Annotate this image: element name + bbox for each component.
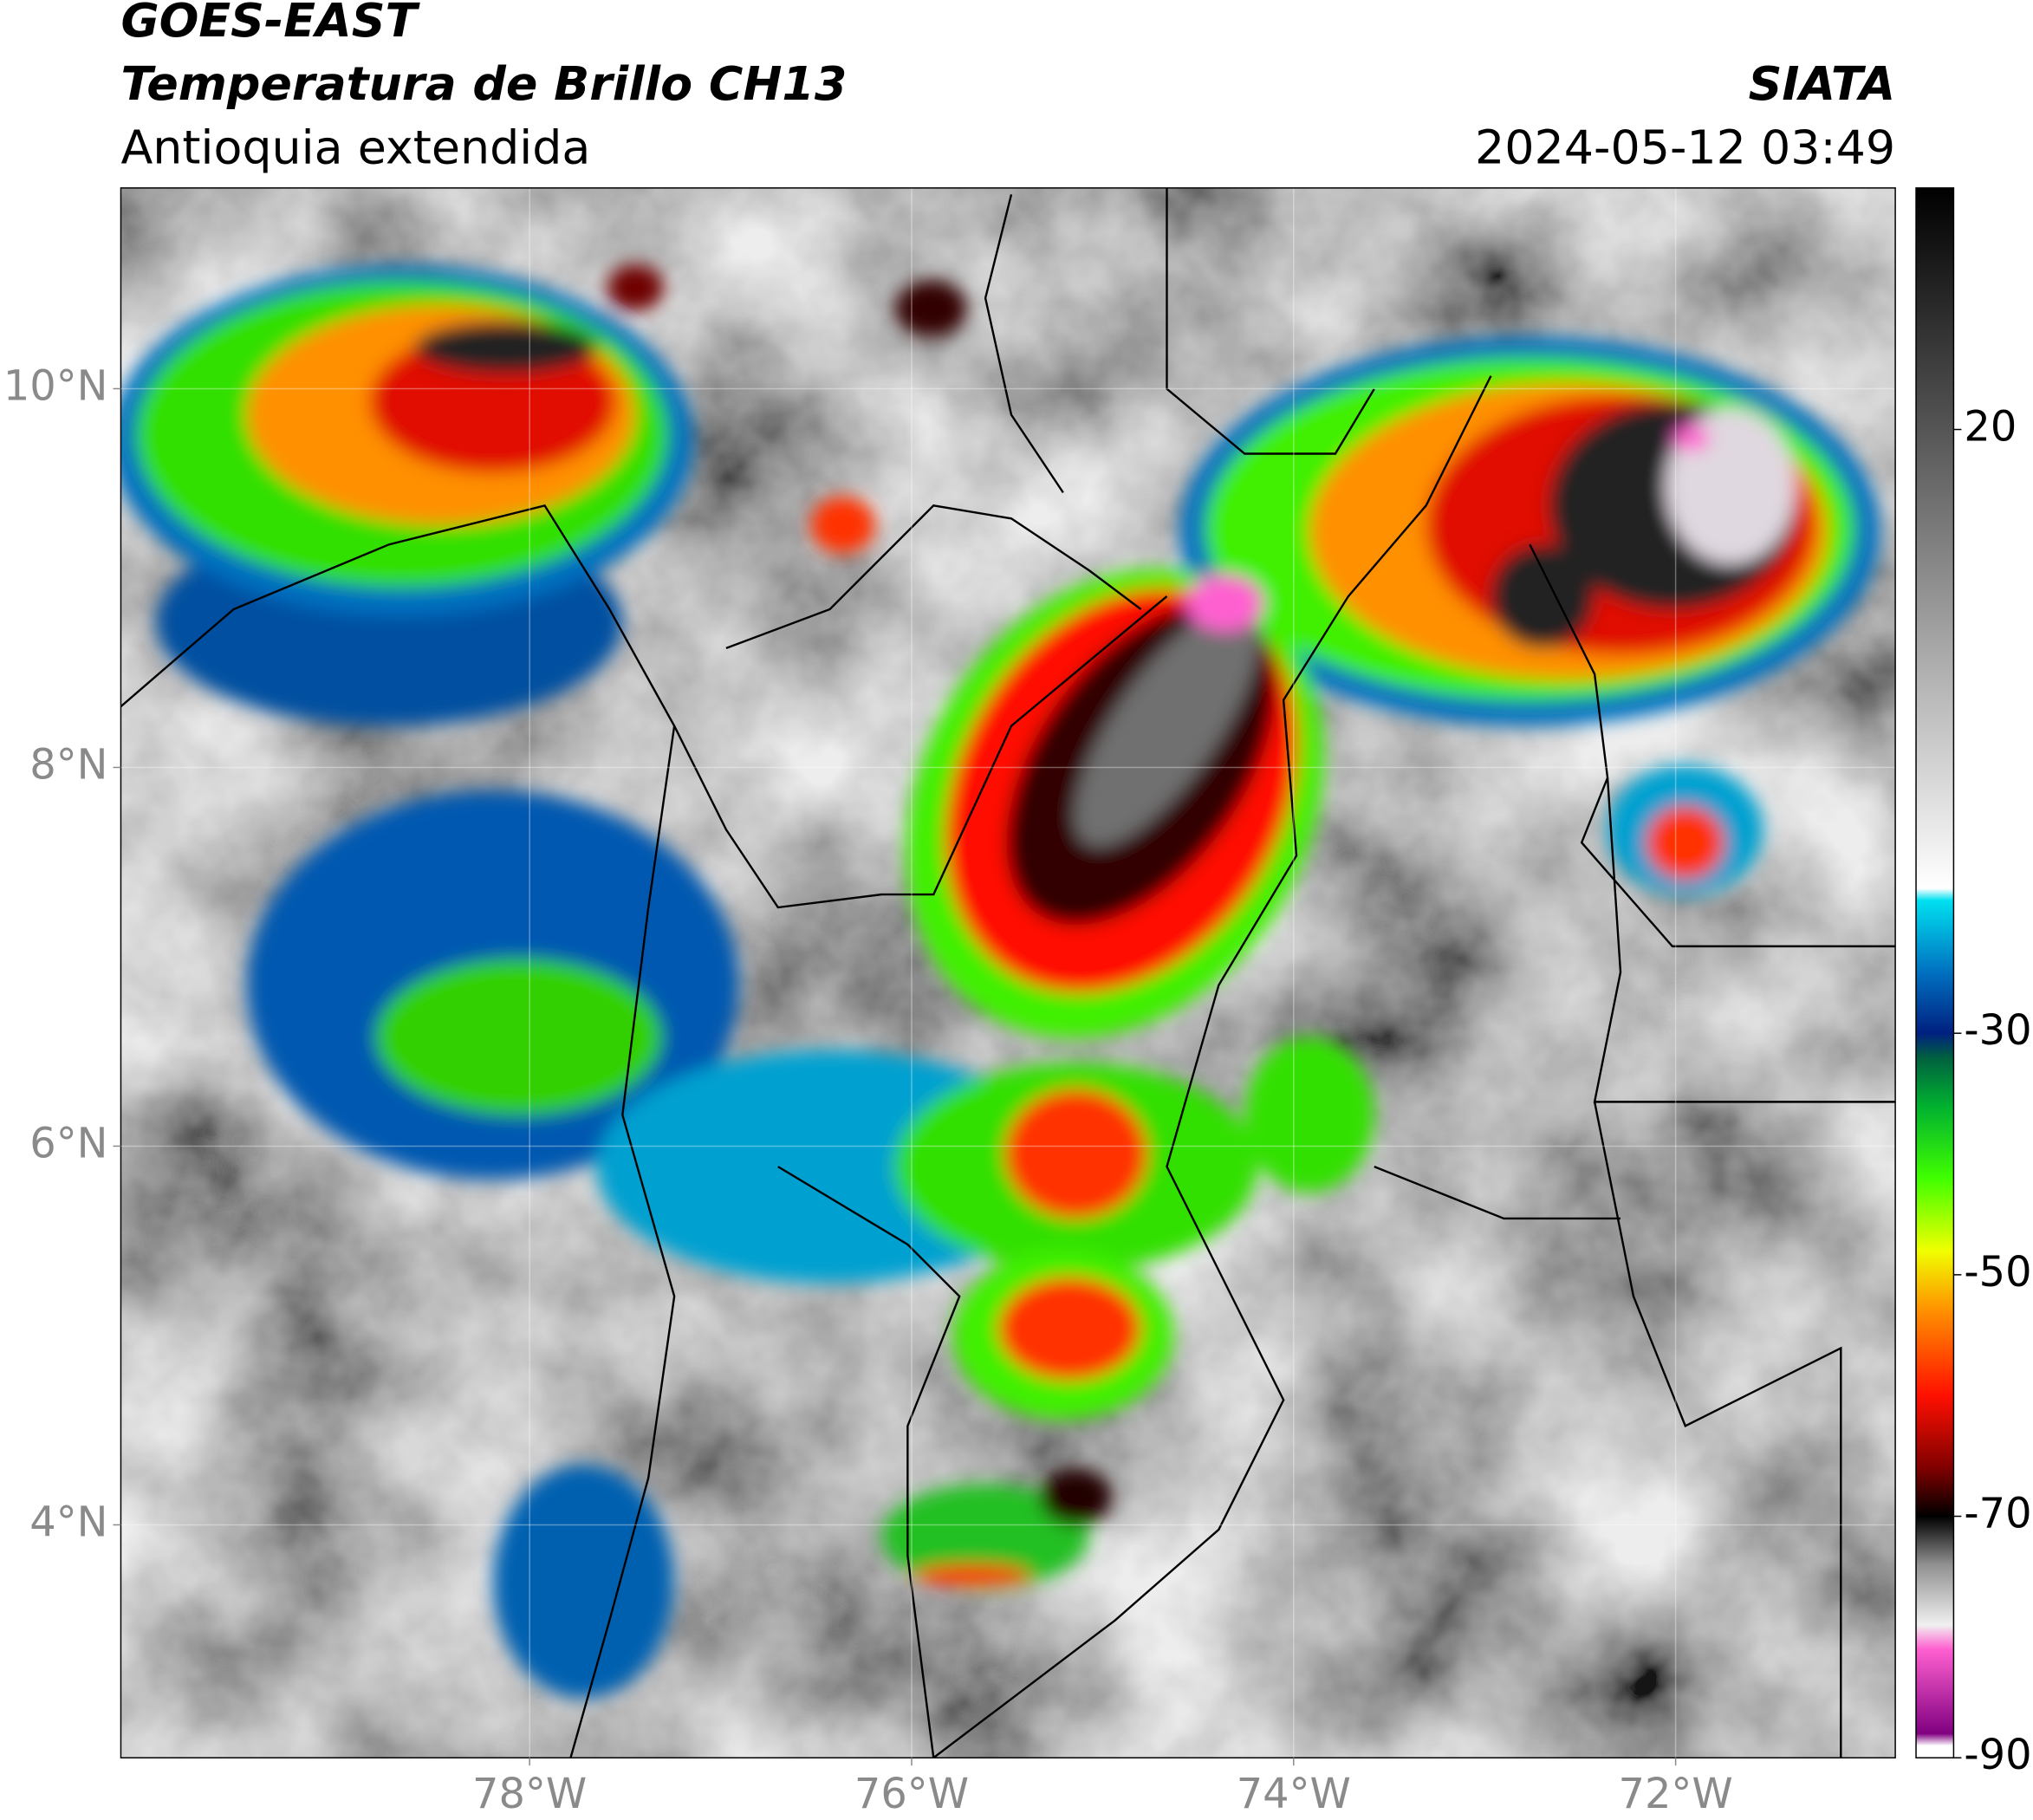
x-tick-label: 78°W (472, 1771, 587, 1818)
colorbar-tick-label: -50 (1964, 1249, 2031, 1297)
colorbar-tick-label: -30 (1964, 1007, 2031, 1055)
x-tick-label: 72°W (1619, 1771, 1733, 1818)
storm-cells-part (1646, 806, 1724, 880)
storm-cells-part (376, 959, 662, 1115)
x-tick-label: 76°W (854, 1771, 969, 1818)
datetime: 2024-05-12 03:49 (1475, 120, 1895, 174)
y-tick-label: 10°N (3, 362, 108, 410)
storm-cells-part (1244, 1037, 1374, 1193)
borders-part (1593, 777, 1896, 1103)
storm-cells-part (810, 496, 875, 554)
map (120, 187, 1896, 1758)
borders-part (1593, 1102, 1842, 1758)
y-tick-label: 8°N (29, 741, 107, 789)
borders-part (984, 194, 1064, 494)
storm-cells-part (1491, 544, 1595, 648)
source: SIATA (1749, 56, 1896, 111)
storm-cells-part (913, 1564, 1031, 1586)
borders-part (569, 725, 676, 1758)
y-tick-label: 4°N (29, 1498, 107, 1546)
grid (120, 187, 1896, 1758)
storm-cells-part (1039, 1468, 1113, 1526)
storm-cells-part (894, 280, 968, 337)
storm-cells-part (1075, 605, 1259, 847)
y-tick-label: 6°N (29, 1120, 107, 1167)
storm-cells-part (881, 1484, 1089, 1589)
borders (120, 187, 1896, 1758)
title: GOES-EAST (120, 0, 420, 48)
storm-cells-part (414, 321, 597, 374)
storm-cells-part (607, 264, 665, 311)
ticks: 78°W 76°W 74°W 72°W 4°N 6°N 8°N 10°N 20 -30 -50 -70… (3, 362, 2032, 1818)
colorbar-tick-label: -70 (1964, 1491, 2031, 1538)
borders-part (1166, 187, 1375, 455)
borders-part (120, 504, 1168, 909)
subtitle: Temperatura de Brillo CH13 (120, 56, 847, 111)
storm-cells-part (1185, 574, 1264, 632)
borders-part (932, 375, 1492, 1758)
borders-part (1529, 543, 1896, 948)
borders-part (777, 1166, 961, 1758)
storm-cells-part (998, 1277, 1141, 1381)
x-tick-label: 74°W (1237, 1771, 1351, 1818)
borders-part (1374, 1166, 1621, 1220)
colorbar (1915, 187, 1955, 1758)
storm-cells-part (1004, 1089, 1148, 1219)
colorbar-tick-label: -90 (1964, 1732, 2031, 1779)
storm-cells-part (492, 1465, 675, 1699)
region: Antioquia extendida (120, 120, 590, 174)
storm-cells-part (1673, 425, 1711, 452)
borders-part (725, 504, 1142, 649)
storm-cells (120, 264, 1880, 1699)
colorbar-tick-label: 20 (1964, 404, 2017, 452)
map-frame (120, 187, 1896, 1758)
